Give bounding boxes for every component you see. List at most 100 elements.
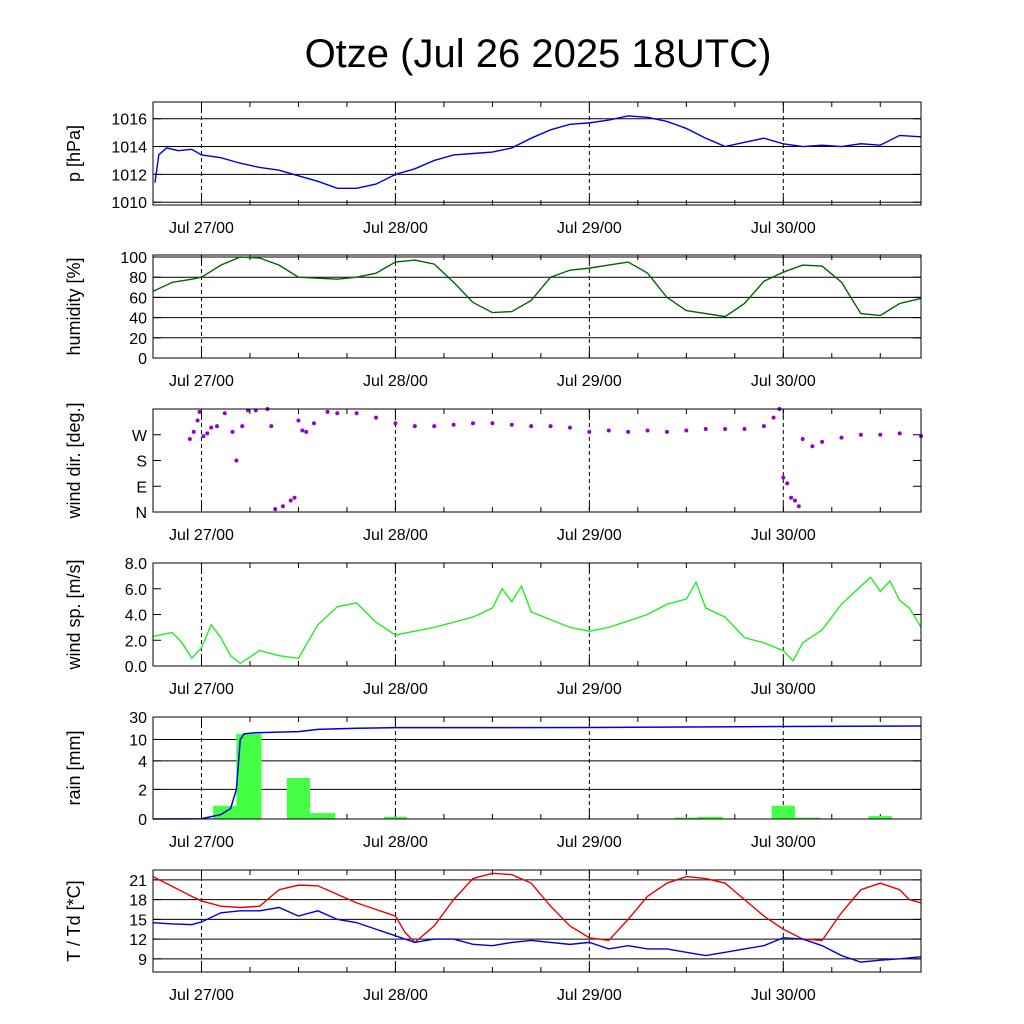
y-tick-label-humidity-0: 0 — [138, 351, 147, 368]
y-tick-label-wind_speed-4: 8.0 — [125, 556, 147, 573]
x-tick-label-rain-0: Jul 27/00 — [169, 834, 234, 851]
x-tick-label-rain-3: Jul 30/00 — [751, 834, 816, 851]
y-tick-label-pressure-2: 1014 — [111, 140, 147, 157]
y-tick-label-wind_speed-3: 6.0 — [125, 582, 147, 599]
point-wind_direction-28 — [393, 421, 398, 426]
point-wind_direction-41 — [645, 428, 650, 433]
x-tick-label-humidity-1: Jul 28/00 — [363, 373, 428, 390]
y-axis-label-temperature_dewpoint: T / Td [*C] — [64, 880, 84, 961]
y-tick-label-humidity-5: 100 — [120, 250, 147, 267]
y-tick-label-pressure-3: 1016 — [111, 112, 147, 129]
point-wind_direction-4 — [201, 434, 206, 439]
rain-bar-10 — [868, 816, 892, 819]
point-wind_direction-32 — [471, 421, 475, 426]
point-wind_direction-47 — [761, 424, 766, 429]
point-wind_direction-26 — [354, 411, 359, 416]
rain-bar-5 — [383, 816, 408, 819]
point-wind_direction-23 — [311, 421, 316, 426]
panel-frame-rain — [152, 716, 922, 820]
point-wind_direction-57 — [820, 439, 825, 444]
rain-cumulative-line — [152, 725, 922, 820]
x-tick-label-temperature_dewpoint-0: Jul 27/00 — [169, 987, 234, 1004]
y-tick-label-temperature_dewpoint-3: 18 — [129, 893, 147, 910]
y-tick-label-temperature_dewpoint-4: 21 — [129, 873, 147, 890]
point-wind_direction-17 — [280, 504, 285, 509]
x-tick-label-rain-2: Jul 29/00 — [557, 834, 622, 851]
y-tick-label-wind_direction-1: E — [136, 479, 147, 496]
point-wind_direction-7 — [215, 424, 219, 429]
x-tick-label-wind_direction-3: Jul 30/00 — [751, 527, 816, 544]
point-wind_direction-2 — [195, 418, 200, 423]
panel-frame-pressure — [152, 101, 922, 206]
point-wind_direction-20 — [296, 418, 301, 423]
y-tick-label-temperature_dewpoint-2: 15 — [129, 912, 147, 929]
panel-frame-wind_direction — [152, 408, 922, 513]
y-axis-label-rain: rain [mm] — [64, 730, 84, 805]
y-tick-label-rain-3: 10 — [129, 732, 147, 749]
point-wind_direction-1 — [191, 429, 196, 434]
x-tick-label-humidity-3: Jul 30/00 — [751, 373, 816, 390]
x-tick-label-temperature_dewpoint-1: Jul 28/00 — [363, 987, 428, 1004]
y-tick-label-wind_direction-3: W — [132, 428, 148, 445]
panel-wind_speed: 0.0 2.0 4.0 6.0 8.0 wind sp. [m/s] Jul 27/00 Ju… — [64, 556, 922, 698]
point-wind_direction-16 — [273, 507, 278, 512]
point-wind_direction-60 — [878, 432, 883, 437]
x-tick-label-wind_direction-0: Jul 27/00 — [169, 527, 234, 544]
x-tick-label-wind_speed-1: Jul 28/00 — [363, 681, 428, 698]
panel-temperature_dewpoint: 9 12 15 18 21 T / Td [*C] Jul 27/00 Jul 28/00 Ju… — [64, 869, 922, 1004]
point-wind_direction-37 — [567, 425, 572, 430]
point-wind_direction-3 — [197, 409, 202, 414]
point-wind_direction-27 — [374, 415, 379, 420]
point-wind_direction-5 — [205, 431, 210, 436]
rain-bar-2 — [236, 733, 262, 819]
point-wind_direction-18 — [288, 498, 293, 503]
rain-bar-4 — [310, 813, 336, 819]
x-tick-label-wind_speed-2: Jul 29/00 — [557, 681, 622, 698]
y-tick-label-humidity-3: 60 — [129, 290, 147, 307]
point-wind_direction-22 — [304, 429, 309, 434]
y-axis-label-pressure: p [hPa] — [64, 125, 84, 182]
point-wind_direction-35 — [529, 424, 534, 429]
point-wind_direction-21 — [300, 428, 305, 433]
series-line-humidity-0 — [152, 256, 922, 318]
x-tick-label-pressure-1: Jul 28/00 — [363, 220, 428, 237]
point-wind_direction-9 — [230, 429, 235, 434]
point-wind_direction-33 — [490, 421, 495, 426]
x-tick-label-wind_speed-0: Jul 27/00 — [169, 681, 234, 698]
panel-frame-wind_speed — [152, 562, 922, 667]
x-tick-label-humidity-0: Jul 27/00 — [169, 373, 234, 390]
point-wind_direction-34 — [509, 422, 514, 427]
point-wind_direction-38 — [587, 429, 592, 434]
point-wind_direction-55 — [800, 437, 805, 442]
point-wind_direction-61 — [897, 431, 902, 436]
panel-humidity: 0 20 40 60 80 100 humidity [%] Jul 27/00 Jul 28/… — [64, 250, 922, 390]
x-tick-label-temperature_dewpoint-3: Jul 30/00 — [751, 987, 816, 1004]
point-wind_direction-44 — [703, 427, 708, 432]
x-tick-label-wind_direction-1: Jul 28/00 — [363, 527, 428, 544]
series-line-wind_speed-0 — [152, 576, 922, 665]
point-wind_direction-54 — [796, 504, 801, 509]
point-wind_direction-39 — [606, 428, 611, 433]
y-tick-label-rain-2: 4 — [138, 754, 147, 771]
y-axis-label-humidity: humidity [%] — [64, 257, 84, 355]
point-wind_direction-45 — [723, 427, 728, 432]
x-tick-label-wind_direction-2: Jul 29/00 — [557, 527, 622, 544]
point-wind_direction-29 — [412, 424, 417, 429]
x-tick-label-pressure-3: Jul 30/00 — [751, 220, 816, 237]
x-tick-label-temperature_dewpoint-2: Jul 29/00 — [557, 987, 622, 1004]
rain-bar-6 — [674, 817, 698, 819]
y-tick-label-humidity-2: 40 — [129, 311, 147, 328]
point-wind_direction-43 — [684, 428, 689, 433]
point-wind_direction-40 — [626, 429, 631, 434]
y-tick-label-humidity-4: 80 — [129, 270, 147, 287]
y-tick-label-rain-0: 0 — [138, 812, 147, 829]
point-wind_direction-15 — [269, 424, 274, 429]
point-wind_direction-8 — [222, 411, 227, 416]
point-wind_direction-0 — [187, 437, 192, 442]
point-wind_direction-56 — [810, 444, 815, 449]
panel-pressure: 1010 1012 1014 1016 p [hPa] Jul 27/00 Jul 28/0… — [64, 101, 922, 237]
x-tick-label-rain-1: Jul 28/00 — [363, 834, 428, 851]
point-wind_direction-58 — [839, 435, 844, 440]
panel-rain: 0 2 4 10 30 rain [mm] Jul 27/00 Jul 28/00 Jul 29… — [64, 710, 922, 851]
